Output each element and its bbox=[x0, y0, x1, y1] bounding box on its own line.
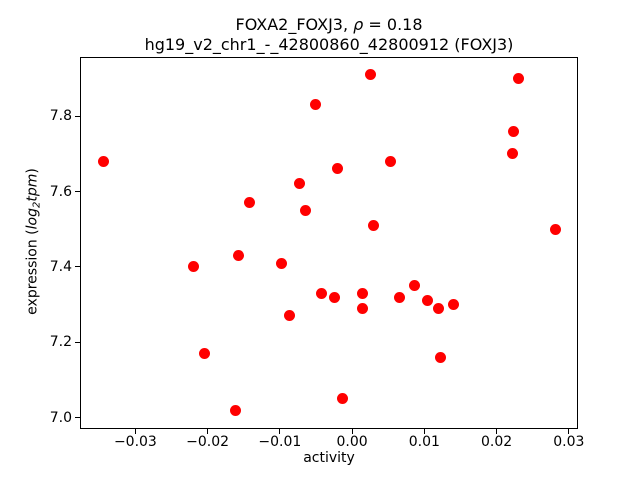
scatter-point bbox=[315, 287, 327, 299]
x-tick-mark bbox=[134, 428, 136, 434]
x-tick-mark bbox=[568, 428, 570, 434]
scatter-point bbox=[233, 250, 245, 262]
x-tick-label: 0.00 bbox=[336, 434, 368, 450]
scatter-point bbox=[512, 72, 524, 84]
y-tick-mark bbox=[75, 266, 80, 268]
ylabel-prefix: expression ( bbox=[24, 229, 41, 315]
scatter-point bbox=[337, 393, 349, 405]
x-tick-label: 0.01 bbox=[408, 434, 440, 450]
scatter-point bbox=[434, 351, 446, 363]
x-tick-label: 0.03 bbox=[553, 434, 585, 450]
rho-symbol: ρ bbox=[353, 15, 364, 34]
ylabel-suffix: ) bbox=[24, 168, 41, 174]
scatter-point bbox=[365, 69, 377, 81]
x-axis-label: activity bbox=[303, 450, 355, 466]
y-tick-mark bbox=[75, 417, 80, 419]
y-tick-label: 7.8 bbox=[49, 108, 72, 125]
y-tick-label: 7.6 bbox=[49, 183, 72, 200]
scatter-point bbox=[293, 178, 305, 190]
scatter-point bbox=[549, 223, 561, 235]
scatter-point bbox=[188, 261, 200, 273]
x-tick-label: −0.01 bbox=[258, 434, 302, 450]
scatter-point bbox=[98, 155, 110, 167]
scatter-point bbox=[368, 219, 380, 231]
scatter-point bbox=[384, 155, 396, 167]
x-tick-mark bbox=[423, 428, 425, 434]
scatter-point bbox=[229, 404, 241, 416]
ylabel-log-subscript: 2 bbox=[31, 201, 43, 209]
y-tick-mark bbox=[75, 115, 80, 117]
scatter-point bbox=[421, 295, 433, 307]
y-tick-mark bbox=[75, 341, 80, 343]
y-tick-label: 7.2 bbox=[49, 334, 72, 351]
scatter-point bbox=[357, 302, 369, 314]
title-rho-value: = 0.18 bbox=[363, 15, 423, 34]
scatter-point bbox=[244, 197, 256, 209]
scatter-point bbox=[198, 348, 210, 360]
y-tick-mark bbox=[75, 191, 80, 193]
plot-title-line1: FOXA2_FOXJ3, ρ = 0.18 bbox=[80, 15, 578, 35]
y-axis-label: expression (log2tpm) bbox=[24, 92, 43, 392]
scatter-point bbox=[328, 291, 340, 303]
x-tick-label: 0.02 bbox=[480, 434, 513, 450]
y-tick-label: 7.4 bbox=[49, 258, 72, 275]
plot-title: FOXA2_FOXJ3, ρ = 0.18 hg19_v2_chr1_-_428… bbox=[80, 15, 578, 55]
x-tick-mark bbox=[279, 428, 281, 434]
plot-area bbox=[80, 57, 578, 429]
scatter-point bbox=[299, 204, 311, 216]
x-tick-label: −0.02 bbox=[186, 434, 230, 450]
scatter-point bbox=[507, 125, 519, 137]
x-tick-mark bbox=[496, 428, 498, 434]
plot-title-line2: hg19_v2_chr1_-_42800860_42800912 (FOXJ3) bbox=[144, 35, 514, 54]
scatter-point bbox=[332, 163, 344, 175]
scatter-point bbox=[284, 310, 296, 322]
ylabel-log: log bbox=[24, 208, 41, 230]
scatter-point bbox=[394, 291, 406, 303]
scatter-point bbox=[310, 99, 322, 111]
scatter-point bbox=[448, 299, 460, 311]
title-gene-pair: FOXA2_FOXJ3, bbox=[235, 15, 354, 34]
x-tick-mark bbox=[207, 428, 209, 434]
scatter-point bbox=[506, 148, 518, 160]
x-tick-mark bbox=[351, 428, 353, 434]
y-tick-label: 7.0 bbox=[49, 409, 72, 426]
scatter-point bbox=[275, 257, 287, 269]
ylabel-tpm: tpm bbox=[24, 173, 41, 202]
x-tick-label: −0.03 bbox=[113, 434, 157, 450]
scatter-point bbox=[432, 302, 444, 314]
scatter-point bbox=[409, 280, 421, 292]
scatter-point bbox=[357, 287, 369, 299]
